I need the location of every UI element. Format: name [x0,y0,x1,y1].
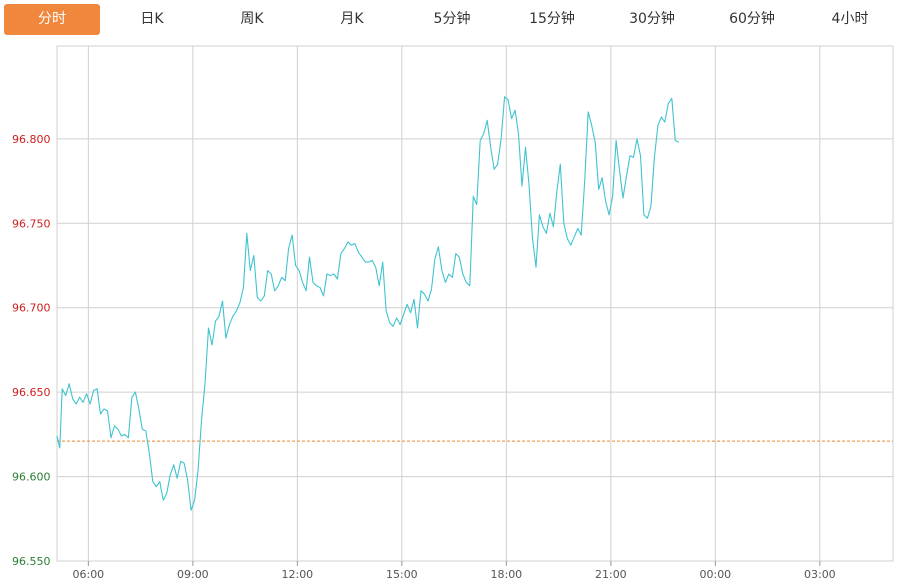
tab-timeshare[interactable]: 分时 [4,4,100,35]
x-tick-label: 12:00 [281,568,313,581]
x-tick-label: 00:00 [699,568,731,581]
tab-daily-k[interactable]: 日K [140,11,164,27]
tab-15-minute[interactable]: 15分钟 [529,11,575,27]
x-tick-label: 06:00 [72,568,104,581]
y-tick-label: 96.650 [12,386,51,399]
x-tick-label: 21:00 [595,568,627,581]
tab-monthly-k[interactable]: 月K [340,11,364,27]
tab-5-minute[interactable]: 5分钟 [433,11,471,27]
x-tick-label: 18:00 [490,568,522,581]
y-tick-label: 96.600 [12,471,51,484]
tab-60-minute[interactable]: 60分钟 [729,11,775,27]
y-tick-label: 96.750 [12,217,51,230]
tab-weekly-k[interactable]: 周K [240,11,264,27]
tab-30-minute[interactable]: 30分钟 [629,11,675,27]
y-tick-label: 96.700 [12,302,51,315]
tab-4-hour[interactable]: 4小时 [831,11,869,27]
x-tick-label: 03:00 [804,568,836,581]
x-tick-label: 09:00 [177,568,209,581]
plot-frame [56,45,894,562]
y-tick-label: 96.550 [12,555,51,568]
y-tick-label: 96.800 [12,133,51,146]
period-tabs: 分时 日K 周K 月K 5分钟 15分钟 30分钟 60分钟 4小时 [0,0,910,38]
price-series-line [56,96,680,511]
x-tick-label: 15:00 [386,568,418,581]
